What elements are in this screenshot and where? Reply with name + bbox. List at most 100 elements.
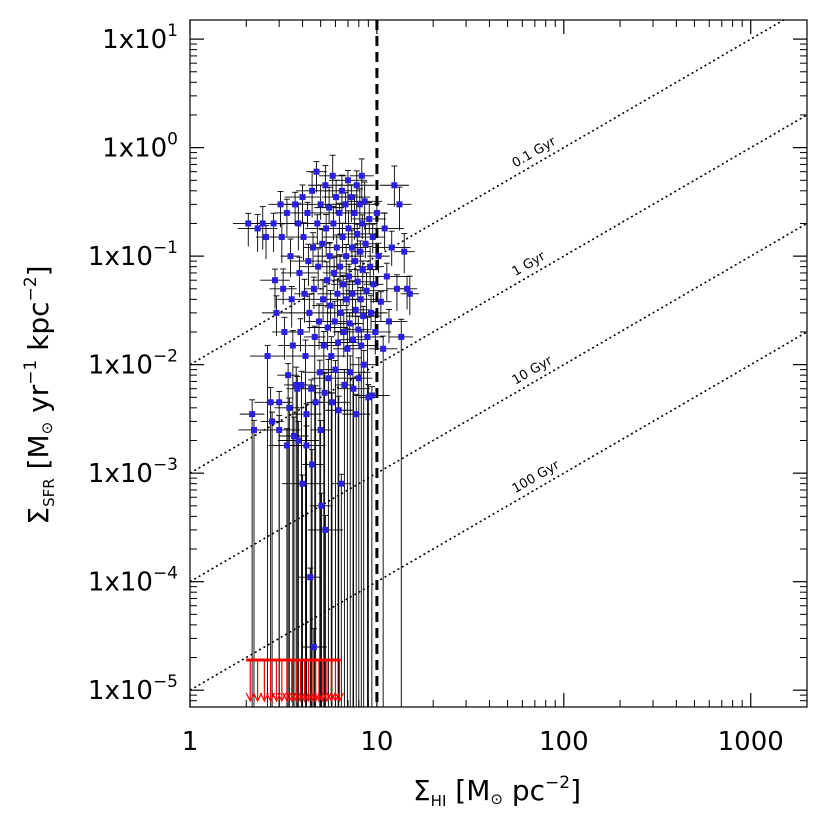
data-point (317, 201, 324, 208)
data-point (299, 480, 306, 487)
data-point (362, 240, 369, 247)
data-point (327, 302, 334, 309)
data-point (300, 234, 307, 241)
data-point (396, 201, 403, 208)
data-points (245, 168, 413, 651)
data-point (401, 248, 408, 255)
data-point (283, 209, 290, 216)
data-point (276, 426, 283, 433)
data-point (324, 324, 331, 331)
data-point (290, 433, 297, 440)
x-tick-label: 1000 (718, 727, 784, 757)
y-tick-label: 1x10−4 (88, 564, 178, 598)
y-tick-label: 1x10−1 (88, 238, 178, 272)
upper-limit-arrow (307, 692, 317, 703)
data-point (359, 220, 366, 227)
data-point (358, 172, 365, 179)
data-point (289, 342, 296, 349)
data-point (353, 182, 360, 189)
data-point (368, 392, 375, 399)
data-point (309, 187, 316, 194)
data-point (267, 399, 274, 406)
data-point (308, 385, 315, 392)
data-point (340, 328, 347, 335)
data-point (318, 502, 325, 509)
data-point (391, 182, 398, 189)
plot-area (190, 20, 807, 707)
data-point (326, 253, 333, 260)
data-point (359, 266, 366, 273)
data-point (276, 399, 283, 406)
data-point (303, 411, 310, 418)
data-point (295, 437, 302, 444)
upper-limits (245, 658, 344, 703)
data-point (303, 442, 310, 449)
data-point (380, 345, 387, 352)
data-point (377, 298, 384, 305)
x-axis: 1 10 100 1000 (182, 20, 808, 757)
data-point (355, 375, 362, 382)
data-point (259, 220, 266, 227)
data-point (339, 234, 346, 241)
y-tick-label: 1x10−3 (88, 455, 178, 489)
data-point (332, 366, 339, 373)
data-point (323, 225, 330, 232)
data-point (310, 644, 317, 651)
data-point (344, 177, 351, 184)
data-point (335, 407, 342, 414)
upper-limit-arrow (326, 692, 336, 703)
data-point (404, 285, 411, 292)
data-point (388, 244, 395, 251)
data-point (326, 204, 333, 211)
data-point (350, 336, 357, 343)
data-point (301, 290, 308, 297)
y-axis: 1x10−5 1x10−4 1x10−3 1x10−2 1x10−1 1x100 1x101 (88, 21, 807, 708)
upper-limit-arrow (259, 692, 269, 703)
data-point (320, 296, 327, 303)
upper-limit-arrow (299, 692, 310, 703)
data-point (323, 277, 330, 284)
data-point (346, 320, 353, 327)
data-point (335, 339, 342, 346)
data-point (304, 209, 311, 216)
data-point (364, 333, 371, 340)
data-point (360, 313, 367, 320)
data-point (333, 194, 340, 201)
data-point (338, 480, 345, 487)
upper-limit-arrow (317, 692, 327, 703)
data-point (316, 369, 323, 376)
data-point (309, 461, 316, 468)
data-point (329, 172, 336, 179)
upper-limit-arrow (253, 692, 263, 703)
data-point (357, 296, 364, 303)
data-point (334, 290, 341, 297)
data-point (331, 269, 338, 276)
upper-limit-arrow (245, 692, 255, 703)
data-point (375, 253, 382, 260)
data-point (299, 194, 306, 201)
data-point (325, 375, 332, 382)
data-point (317, 426, 324, 433)
data-point (314, 220, 321, 227)
x-tick-label: 1 (182, 727, 199, 757)
data-point (333, 244, 340, 251)
upper-limit-arrow (303, 692, 313, 703)
upper-limit-arrow (334, 692, 344, 703)
data-point (288, 296, 295, 303)
data-point (352, 306, 359, 313)
plot-frame (189, 19, 808, 708)
data-point (340, 281, 347, 288)
data-point (322, 526, 329, 533)
data-point (383, 273, 390, 280)
data-point (269, 418, 276, 425)
data-point (348, 244, 355, 251)
data-point (346, 273, 353, 280)
data-point (312, 399, 319, 406)
data-point (270, 220, 277, 227)
data-point (337, 263, 344, 270)
data-point (356, 201, 363, 208)
data-point (285, 372, 292, 379)
data-point (316, 318, 323, 325)
data-point (278, 234, 285, 241)
data-point (370, 281, 377, 288)
